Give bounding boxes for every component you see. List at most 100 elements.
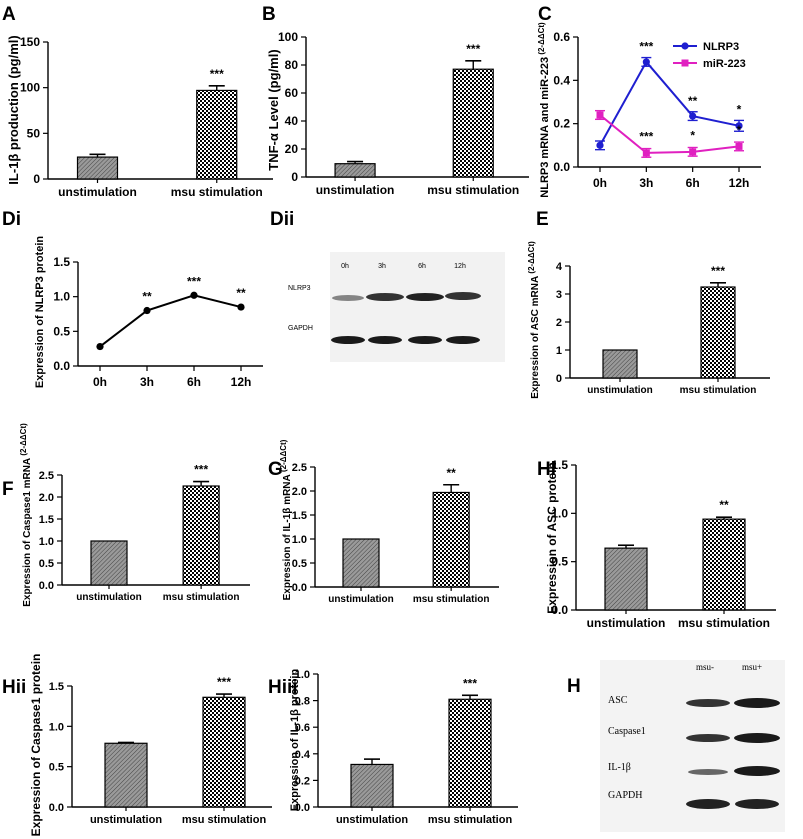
y-axis-label-sup: (2-ΔΔCt): [537, 22, 546, 57]
blot-h-band: [734, 733, 780, 743]
y-tick-label: 50: [27, 126, 41, 140]
panel-label-hii: Hii: [2, 677, 26, 698]
y-axis-label-sup: (2-ΔΔCt): [279, 439, 288, 474]
y-axis-label: Expression of ASC mRNA (2-ΔΔCt): [527, 241, 541, 399]
y-tick-label: 2.5: [292, 462, 307, 474]
y-axis-label-sup: (2-ΔΔCt): [19, 423, 28, 458]
data-point: [190, 291, 198, 299]
data-point: [596, 111, 604, 119]
x-category-label: msu stimulation: [182, 814, 267, 826]
y-tick-label: 1.0: [292, 534, 307, 546]
y-tick-label: 0.5: [292, 558, 307, 570]
bar-msu-stimulation: [700, 286, 736, 379]
x-tick-label: 6h: [187, 375, 201, 389]
bar-msu-stimulation: [202, 696, 246, 808]
y-tick-label: 0.0: [295, 802, 310, 814]
blot-dii-band: [445, 292, 481, 300]
blot-h-row-il1b: IL-1β: [608, 762, 631, 773]
significance-label: ***: [194, 463, 208, 477]
series-line-nlrp3: [599, 60, 740, 146]
blot-dii-band: [408, 336, 442, 344]
y-tick-label: 0.0: [553, 160, 570, 174]
y-axis-label: Expression of Caspase1 protein: [29, 654, 43, 837]
y-tick-label: 2: [556, 317, 562, 329]
panel-label-dii: Dii: [270, 209, 294, 230]
x-category-label: msu stimulation: [428, 814, 513, 826]
significance-label: ***: [463, 676, 477, 690]
blot-h-band: [734, 698, 780, 708]
y-tick-label: 0.0: [39, 580, 54, 592]
blot-dii-band: [332, 295, 364, 301]
bar-msu-stimulation: [432, 491, 470, 588]
y-tick-label: 2.5: [39, 470, 54, 482]
legend-label: miR-223: [703, 58, 746, 70]
panel-label-h: H: [567, 676, 581, 697]
y-tick-label: 0.4: [553, 73, 570, 87]
blot-dii-band: [368, 336, 402, 344]
y-axis-label-sup: (2-ΔΔCt): [527, 241, 536, 276]
y-axis-label: IL-1β production (pg/ml): [6, 35, 21, 184]
bar-unstimulation: [342, 538, 380, 588]
bar-msu-stimulation: [702, 518, 746, 611]
blot-dii-row-gapdh: GAPDH: [288, 325, 313, 332]
significance-label: **: [446, 466, 456, 480]
panel-label-e: E: [536, 209, 549, 230]
bar-unstimulation: [90, 540, 128, 586]
y-tick-label: 150: [20, 35, 40, 49]
y-tick-label: 0: [291, 170, 298, 184]
blot-dii-lane-1: 3h: [378, 263, 386, 270]
blot-dii-lane-2: 6h: [418, 263, 426, 270]
chart-e: E 0 1 2 3 4 Expression of ASC mRNA (2-ΔΔCt) uns…: [527, 209, 770, 399]
chart-f: F 0.0 0.5 1.0 1.5 2.0 2.5 Expression of Caspase…: [2, 423, 250, 607]
y-axis-label: TNF-α Level (pg/ml): [266, 49, 281, 170]
blot-dii-band: [331, 336, 365, 344]
y-tick-label: 0.5: [49, 762, 64, 774]
significance-label: ***: [466, 42, 480, 56]
y-tick-label: 1.5: [551, 458, 568, 472]
y-tick-label: 0.5: [39, 558, 54, 570]
blot-h-row-caspase1: Caspase1: [608, 726, 646, 737]
y-axis-label: Expression of NLRP3 protein: [34, 236, 46, 388]
y-tick-label: 0.5: [551, 555, 568, 569]
legend-marker: [681, 59, 689, 67]
y-tick-label: 20: [285, 142, 299, 156]
significance-label: *: [737, 123, 742, 137]
x-category-label: unstimulation: [316, 183, 395, 197]
y-tick-label: 1.0: [39, 536, 54, 548]
y-tick-label: 0.0: [49, 802, 64, 814]
blot-h-band: [686, 734, 730, 742]
chart-b: B 0 20 40 60 80 100 TNF-α Level (pg/ml) unstimul…: [262, 4, 529, 197]
significance-label: *: [737, 102, 742, 116]
significance-label: **: [719, 498, 729, 512]
x-tick-label: 0h: [93, 375, 107, 389]
blot-dii-membrane: [330, 252, 505, 362]
significance-label: ***: [187, 274, 201, 288]
panel-label-hi: Hi: [537, 459, 556, 480]
blot-dii-band: [406, 293, 444, 301]
x-category-label: unstimulation: [587, 385, 653, 396]
legend-marker: [681, 42, 689, 50]
y-tick-label: 40: [285, 114, 299, 128]
blot-h-band: [688, 769, 728, 775]
panel-label-hiii: Hiii: [268, 677, 298, 698]
y-axis-label: Expression of IL-1β mRNA (2-ΔΔCt): [279, 439, 293, 600]
y-tick-label: 0: [556, 373, 562, 385]
x-category-label: unstimulation: [328, 594, 394, 605]
y-tick-label: 0.5: [53, 324, 70, 338]
x-category-label: unstimulation: [58, 185, 137, 199]
panel-label-a: A: [2, 4, 16, 25]
significance-label: **: [688, 94, 698, 108]
x-tick-label: 6h: [686, 176, 700, 190]
blot-h-lane-0: msu-: [696, 662, 714, 672]
y-tick-label: 2.0: [39, 492, 54, 504]
blot-h-row-gapdh: GAPDH: [608, 790, 642, 801]
x-category-label: msu stimulation: [678, 616, 770, 630]
x-category-label: msu stimulation: [163, 592, 240, 603]
data-point: [735, 142, 743, 150]
significance-label: **: [142, 290, 152, 304]
x-tick-label: 3h: [140, 375, 154, 389]
blot-h-band: [686, 699, 730, 707]
y-tick-label: 100: [278, 30, 298, 44]
blot-dii: Dii 0h 3h 6h 12h NLRP3 GAPDH: [270, 209, 505, 362]
